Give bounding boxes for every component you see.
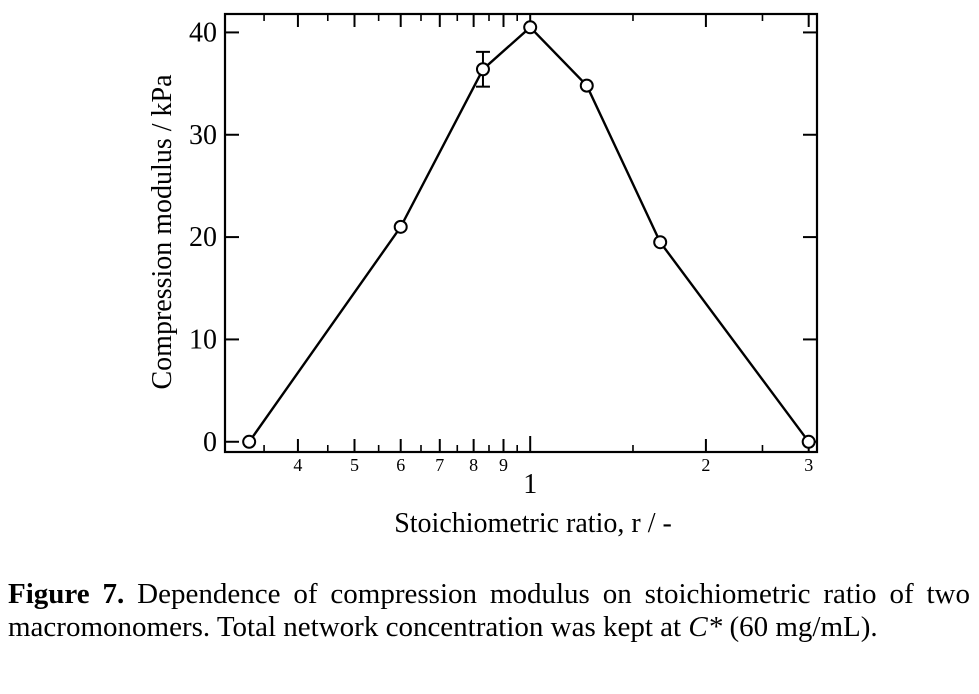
y-tick-label: 40 [189, 17, 217, 48]
y-axis-label: Compression modulus / kPa [147, 74, 178, 390]
x-tick-label: 9 [499, 455, 508, 475]
chart: 0 10 20 30 40 4 5 6 7 8 91 2 3 Stoichiometric ratio,… [147, 12, 819, 539]
data-point [523, 20, 538, 35]
x-tick-label: 7 [435, 455, 444, 475]
x-tick-label: 6 [396, 455, 405, 475]
caption-text-end: (60 mg/mL). [722, 611, 878, 643]
caption-label: Figure 7. [8, 578, 125, 610]
y-tick-label: 20 [189, 222, 217, 253]
x-axis-label: Stoichiometric ratio, r / - [394, 508, 672, 539]
x-tick-label: 4 [293, 455, 302, 475]
x-tick-label: 1 [523, 469, 537, 500]
figure-caption: Figure 7. Dependence of compression modu… [8, 578, 970, 644]
plot-axes [223, 12, 819, 454]
x-tick-label: 2 [701, 455, 710, 475]
caption-symbol: C* [688, 611, 723, 643]
y-tick-label: 30 [189, 120, 217, 151]
axis-ticks [225, 14, 817, 452]
data-point [653, 235, 668, 250]
data-point [801, 434, 816, 449]
x-tick-label: 3 [804, 455, 813, 475]
y-tick-label: 10 [189, 324, 217, 355]
series-line [242, 20, 816, 449]
data-line [248, 25, 810, 443]
caption-text: Dependence of compression modulus on sto… [8, 578, 970, 643]
x-tick-label: 8 [469, 455, 478, 475]
y-tick-label: 0 [203, 427, 217, 458]
data-point [242, 434, 257, 449]
data-point [475, 62, 490, 77]
data-point [393, 219, 408, 234]
data-point [579, 78, 594, 93]
tick-labels: 0 10 20 30 40 4 5 6 7 8 91 2 3 [189, 17, 813, 500]
plot-frame [223, 12, 819, 454]
x-tick-label: 5 [350, 455, 359, 475]
